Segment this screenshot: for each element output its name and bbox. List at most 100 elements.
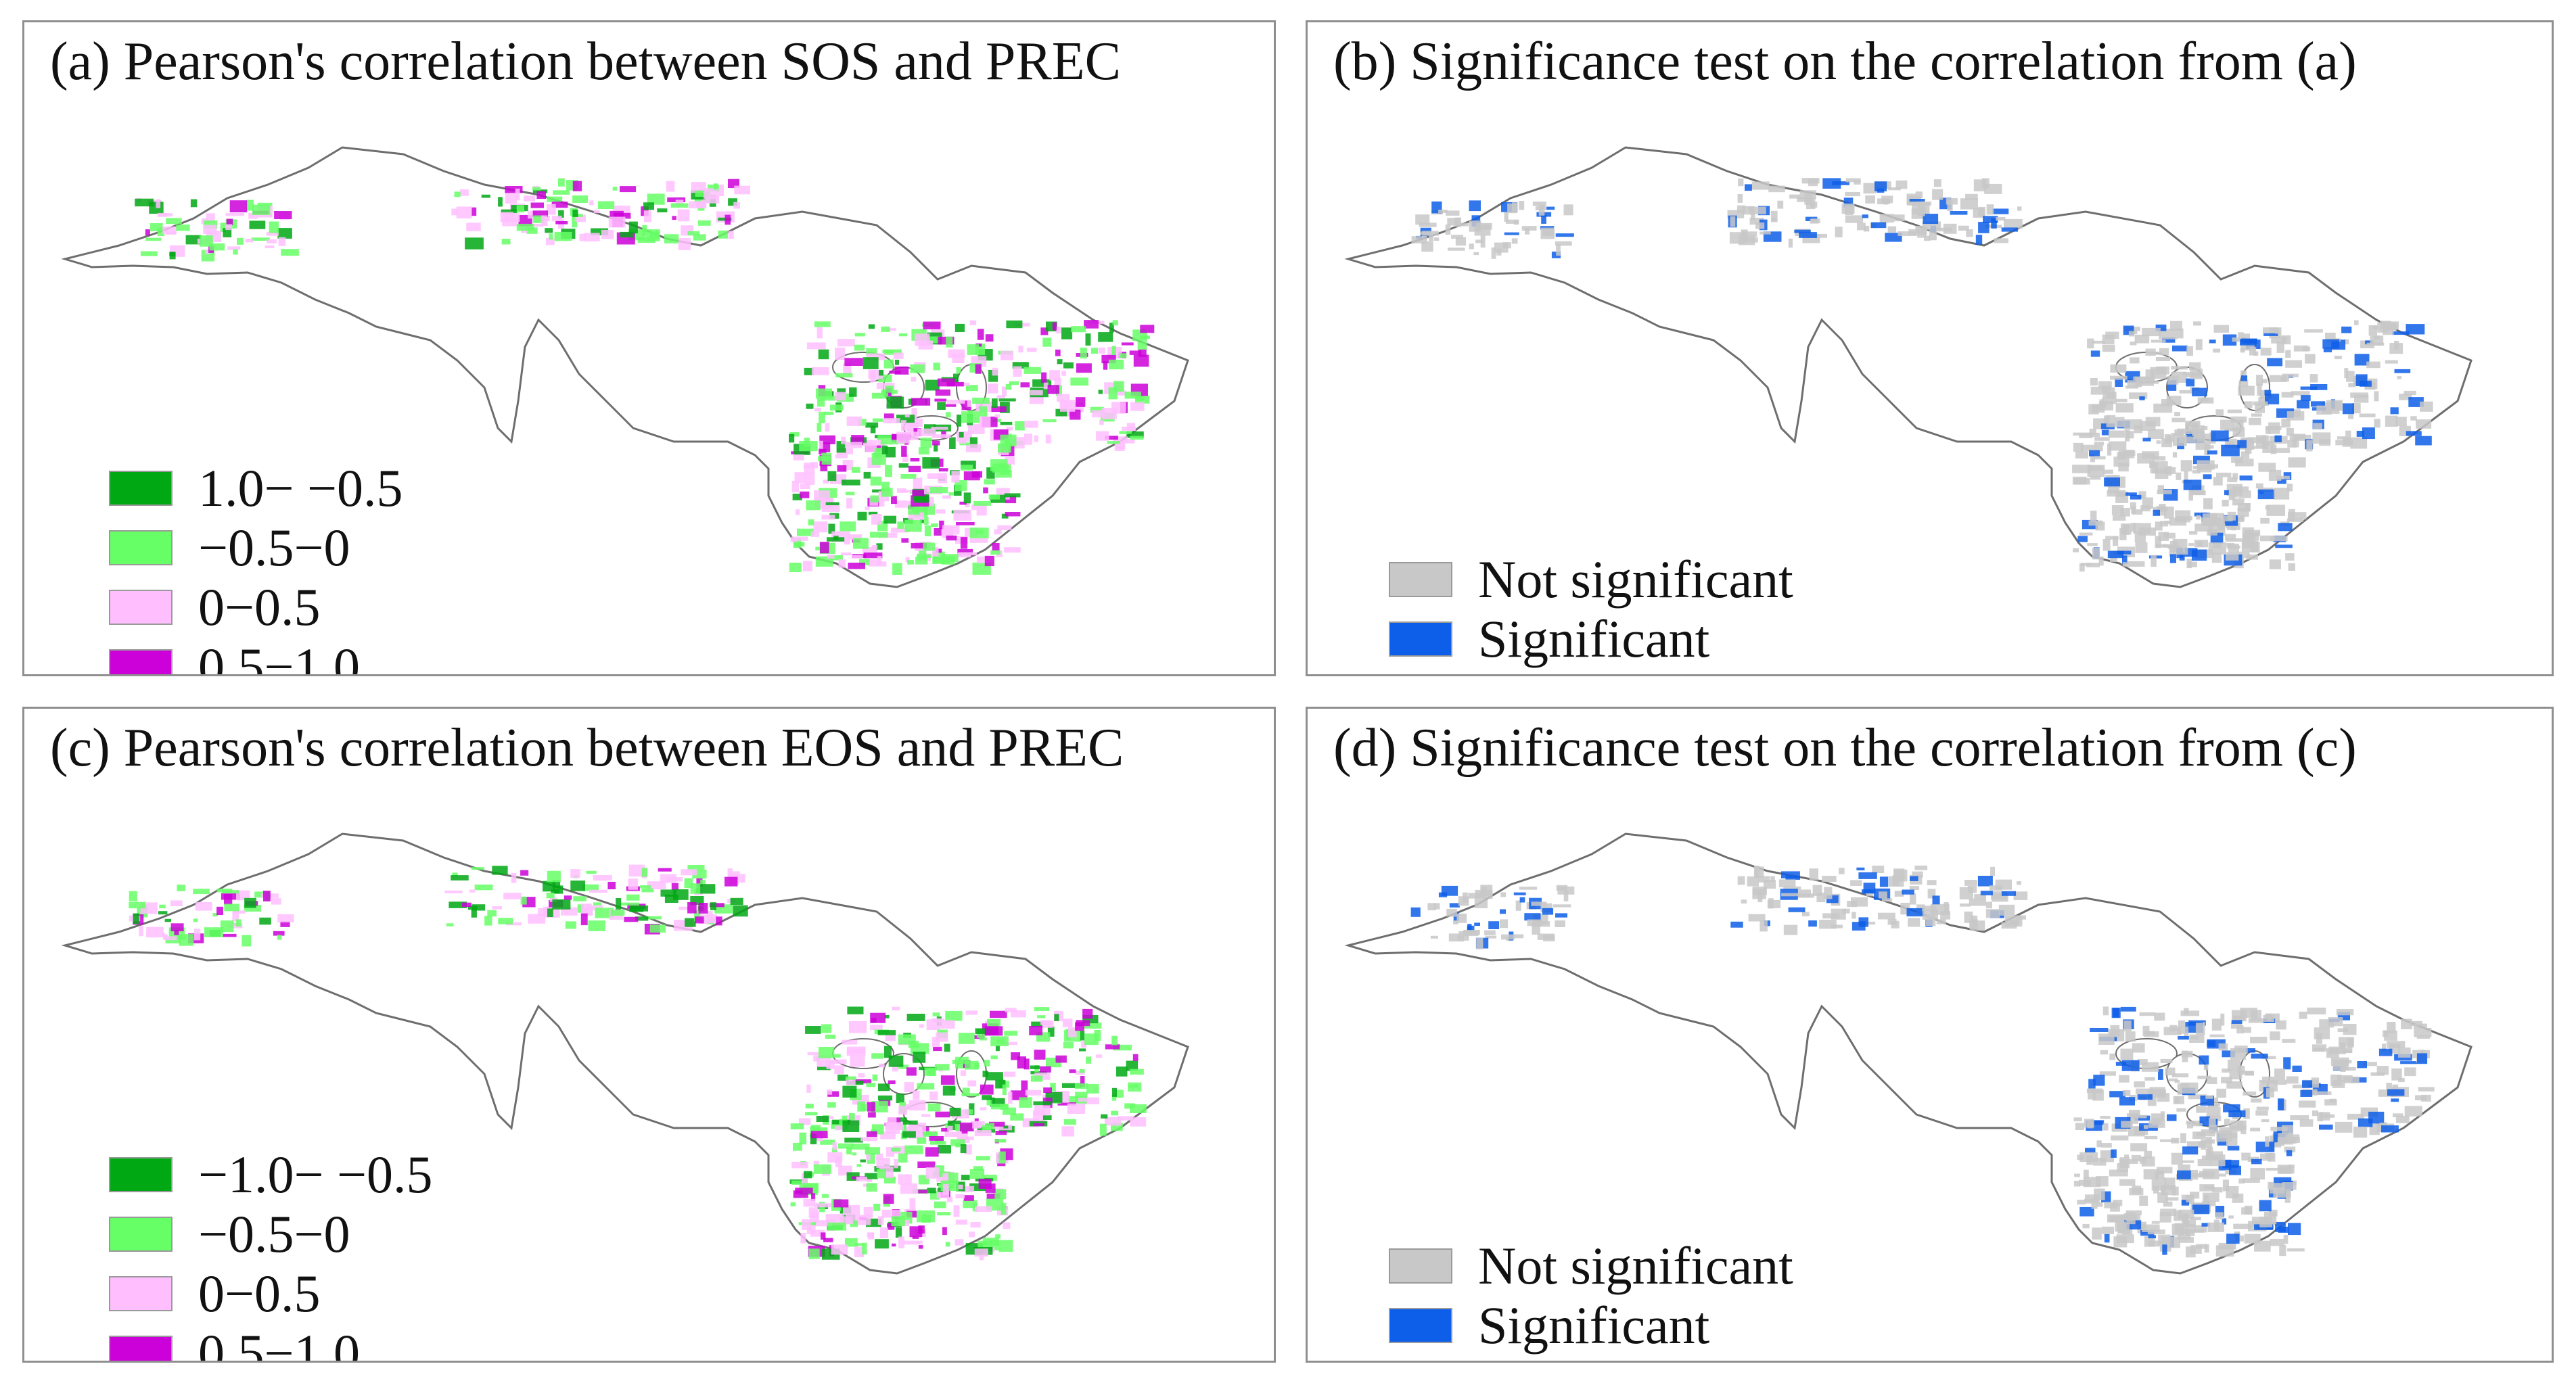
map-pixel-patch (2180, 1133, 2186, 1144)
map-pixel-patch (713, 183, 718, 190)
map-pixel-patch (910, 458, 920, 462)
map-pixel-patch (2192, 470, 2201, 474)
map-pixel-patch (969, 1103, 975, 1116)
map-pixel-patch (2101, 1143, 2112, 1148)
map-pixel-patch (959, 432, 964, 438)
map-pixel-patch (1019, 1097, 1032, 1108)
map-pixel-patch (2276, 475, 2290, 479)
map-pixel-patch (866, 1150, 871, 1160)
map-pixel-patch (789, 431, 800, 437)
map-pixel-patch (2144, 1236, 2155, 1247)
map-pixel-patch (687, 231, 699, 236)
map-pixel-patch (629, 906, 648, 912)
map-pixel-patch (2267, 358, 2283, 367)
map-pixel-patch (1929, 229, 1937, 241)
map-pixel-patch (1730, 216, 1736, 227)
map-pixel-patch (885, 1034, 896, 1041)
map-pixel-patch (1057, 1102, 1076, 1106)
map-pixel-patch (2365, 340, 2372, 345)
map-pixel-patch (814, 490, 831, 502)
map-pixel-patch (1850, 880, 1862, 886)
map-pixel-patch (1555, 233, 1574, 237)
map-pixel-patch (813, 521, 828, 533)
map-pixel-patch (1421, 241, 1433, 252)
map-pixel-patch (1085, 333, 1091, 346)
map-pixel-patch (2082, 1223, 2090, 1229)
map-pixel-patch (1770, 210, 1778, 222)
map-pixel-patch (2288, 509, 2295, 521)
map-pixel-patch (2281, 418, 2291, 428)
map-pixel-patch (2282, 1125, 2293, 1134)
map-pixel-patch (875, 448, 883, 452)
map-pixel-patch (2110, 1025, 2120, 1037)
map-pixel-patch (2177, 1170, 2191, 1179)
map-pixel-patch (2227, 477, 2238, 483)
map-pixel-patch (1511, 238, 1518, 244)
map-pixel-patch (1054, 378, 1061, 385)
map-pixel-patch (984, 555, 994, 567)
map-pixel-patch (269, 221, 279, 233)
map-pixel-patch (2119, 1097, 2135, 1106)
map-pixel-patch (2342, 403, 2354, 415)
map-pixel-patch (911, 377, 917, 382)
map-pixel-patch (969, 437, 978, 448)
map-pixel-patch (593, 210, 600, 213)
map-pixel-patch (1111, 1110, 1119, 1116)
map-pixel-patch (1075, 1022, 1084, 1031)
map-pixel-patch (881, 326, 890, 332)
map-pixel-patch (446, 923, 454, 926)
map-pixel-patch (894, 500, 908, 508)
map-pixel-patch (2207, 1077, 2217, 1084)
map-pixel-patch (2087, 338, 2094, 349)
map-pixel-patch (2116, 1234, 2134, 1244)
map-pixel-patch (819, 435, 835, 444)
map-pixel-patch (938, 378, 955, 387)
map-pixel-patch (624, 916, 639, 922)
map-pixel-patch (2414, 1027, 2432, 1037)
map-pixel-patch (2253, 351, 2259, 356)
map-eos-prec-correlation (61, 832, 1189, 1275)
map-pixel-patch (2196, 1131, 2215, 1137)
map-pixel-patch (1985, 909, 2000, 918)
map-pixel-patch (892, 563, 902, 575)
map-pixel-patch (645, 916, 662, 920)
map-pixel-patch (164, 918, 171, 922)
map-pixel-patch (2119, 1075, 2130, 1083)
map-pixel-patch (995, 1045, 1000, 1052)
map-pixel-patch (524, 195, 536, 202)
map-pixel-patch (156, 199, 161, 208)
map-pixel-patch (1557, 886, 1575, 895)
map-pixel-patch (988, 494, 1000, 500)
map-pixel-patch (1469, 200, 1481, 212)
map-pixel-patch (902, 1120, 918, 1125)
map-pixel-patch (2160, 1139, 2178, 1142)
map-pixel-patch (2299, 1011, 2307, 1019)
map-pixel-patch (549, 233, 553, 240)
map-pixel-patch (2193, 321, 2201, 326)
map-pixel-patch (1099, 420, 1104, 425)
map-pixel-patch (1008, 1091, 1013, 1104)
map-pixel-patch (718, 217, 732, 221)
map-pixel-patch (2316, 405, 2332, 415)
map-pixel-patch (1888, 187, 1901, 191)
map-pixel-patch (232, 911, 239, 922)
map-pixel-patch (2132, 1114, 2147, 1119)
map-pixel-patch (2141, 1062, 2159, 1072)
map-pixel-patch (1556, 244, 1561, 256)
map-pixel-patch (2152, 1118, 2161, 1125)
map-pixel-patch (971, 471, 982, 478)
map-pixel-patch (1114, 390, 1126, 396)
map-pixel-patch (1449, 903, 1460, 908)
map-pixel-patch (2110, 375, 2128, 380)
map-pixel-patch (2088, 1089, 2096, 1100)
map-pixel-patch (884, 1014, 890, 1018)
map-pixel-patch (2215, 1212, 2224, 1219)
map-pixel-patch (1003, 1125, 1009, 1129)
map-pixel-patch (837, 1143, 854, 1149)
map-pixel-patch (2155, 1172, 2165, 1179)
map-pixel-patch (1980, 891, 1993, 895)
map-pixel-patch (2111, 1008, 2121, 1018)
legend-item: 0−0.5 (109, 578, 402, 637)
map-pixel-patch (1729, 232, 1746, 244)
map-pixel-patch (1103, 361, 1108, 370)
